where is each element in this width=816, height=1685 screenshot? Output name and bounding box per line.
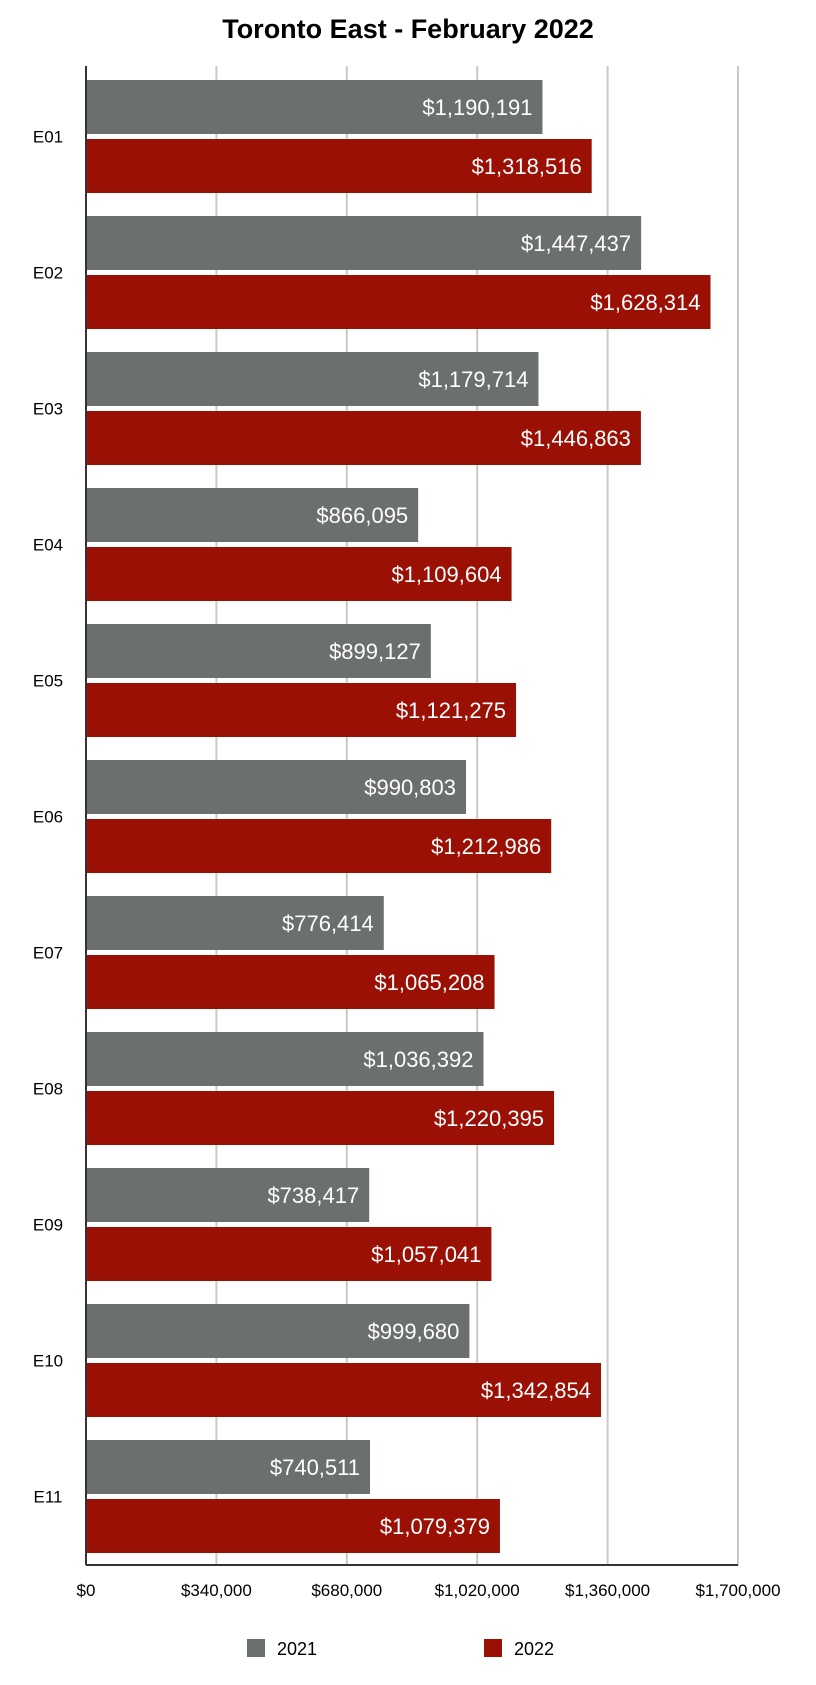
bar-value-label: $1,447,437 — [521, 231, 631, 256]
category-label: E11 — [34, 1488, 63, 1507]
legend-swatch-2022 — [484, 1639, 502, 1657]
bar-2022 — [86, 139, 592, 193]
bar-value-label: $1,179,714 — [418, 367, 528, 392]
category-label: E02 — [33, 264, 63, 283]
bar-value-label: $990,803 — [364, 775, 456, 800]
bar-value-label: $1,109,604 — [391, 562, 501, 587]
bar-value-label: $1,318,516 — [472, 154, 582, 179]
x-tick-label: $340,000 — [181, 1581, 252, 1600]
bar-2022 — [86, 955, 495, 1009]
bar-2021 — [86, 216, 642, 270]
bar-value-label: $866,095 — [316, 503, 408, 528]
x-tick-label: $1,360,000 — [565, 1581, 650, 1600]
bar-value-label: $899,127 — [329, 639, 421, 664]
category-label: E05 — [33, 672, 63, 691]
category-label: E08 — [33, 1080, 63, 1099]
bar-2022 — [86, 1091, 555, 1145]
bar-value-label: $999,680 — [368, 1319, 460, 1344]
bar-2022 — [86, 275, 711, 329]
x-tick-label: $0 — [77, 1581, 96, 1600]
bar-value-label: $1,121,275 — [396, 698, 506, 723]
bar-value-label: $1,342,854 — [481, 1378, 591, 1403]
category-label: E04 — [33, 536, 63, 555]
bar-2021 — [86, 1032, 484, 1086]
category-label: E01 — [33, 128, 63, 147]
bar-2021 — [86, 760, 467, 814]
x-tick-label: $1,020,000 — [435, 1581, 520, 1600]
bar-value-label: $1,057,041 — [371, 1242, 481, 1267]
bar-2022 — [86, 819, 552, 873]
x-tick-label: $680,000 — [311, 1581, 382, 1600]
bars: $1,190,191 $1,318,516 $1,447,437 $1,628,314… — [86, 80, 711, 1553]
bar-value-label: $1,446,863 — [521, 426, 631, 451]
category-label: E06 — [33, 808, 63, 827]
bar-2021 — [86, 352, 539, 406]
bar-2021 — [86, 488, 419, 542]
legend: 2021 2022 — [247, 1639, 554, 1659]
bar-value-label: $1,212,986 — [431, 834, 541, 859]
category-label: E03 — [33, 400, 63, 419]
axes: $0 $340,000 $680,000 $1,020,000 $1,360,000 $1… — [33, 66, 781, 1600]
bar-2022 — [86, 547, 512, 601]
bar-2021 — [86, 1440, 371, 1494]
bar-value-label: $738,417 — [267, 1183, 359, 1208]
category-label: E07 — [33, 944, 63, 963]
bar-value-label: $1,036,392 — [363, 1047, 473, 1072]
bar-value-label: $1,628,314 — [590, 290, 700, 315]
bar-2022 — [86, 1227, 492, 1281]
category-label: E09 — [33, 1216, 63, 1235]
bar-value-label: $1,190,191 — [422, 95, 532, 120]
chart-title: Toronto East - February 2022 — [222, 14, 594, 44]
bar-value-label: $1,065,208 — [374, 970, 484, 995]
bar-value-label: $776,414 — [282, 911, 374, 936]
x-tick-label: $1,700,000 — [695, 1581, 780, 1600]
bar-2022 — [86, 1499, 500, 1553]
bar-2021 — [86, 896, 384, 950]
bar-value-label: $1,079,379 — [380, 1514, 490, 1539]
legend-label: 2022 — [514, 1639, 554, 1659]
bar-value-label: $1,220,395 — [434, 1106, 544, 1131]
legend-swatch-2021 — [247, 1639, 265, 1657]
bar-value-label: $740,511 — [270, 1455, 360, 1480]
bar-2022 — [86, 683, 517, 737]
bar-2022 — [86, 411, 641, 465]
bar-2021 — [86, 1168, 370, 1222]
bar-2021 — [86, 624, 431, 678]
legend-label: 2021 — [277, 1639, 317, 1659]
bar-2021 — [86, 80, 543, 134]
category-label: E10 — [33, 1352, 63, 1371]
bar-2021 — [86, 1304, 470, 1358]
bar-2022 — [86, 1363, 602, 1417]
